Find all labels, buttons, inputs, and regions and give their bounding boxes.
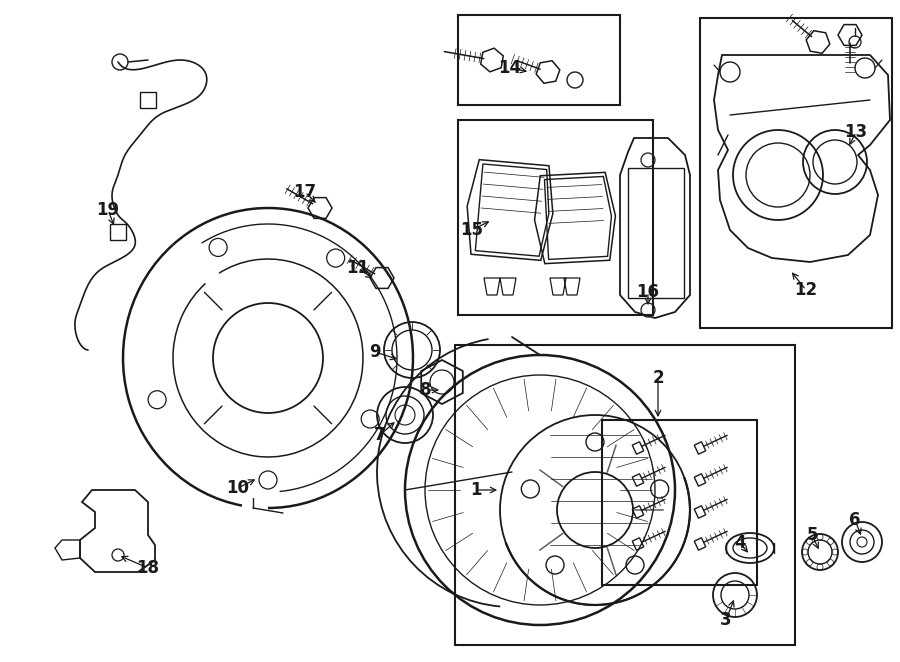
Text: 7: 7 — [374, 426, 386, 444]
Bar — [628, 168, 684, 298]
Bar — [110, 224, 126, 240]
Text: 11: 11 — [346, 259, 370, 277]
Bar — [602, 420, 757, 585]
Text: 16: 16 — [636, 283, 660, 301]
Text: 4: 4 — [734, 534, 746, 552]
Text: 19: 19 — [96, 201, 120, 219]
Text: 15: 15 — [461, 221, 483, 239]
Text: 1: 1 — [470, 481, 482, 499]
Bar — [458, 15, 620, 105]
Text: 17: 17 — [293, 183, 317, 201]
Text: 18: 18 — [137, 559, 159, 577]
Text: 2: 2 — [652, 369, 664, 387]
Text: 8: 8 — [420, 381, 432, 399]
Bar — [140, 92, 156, 108]
Text: 5: 5 — [806, 526, 818, 544]
Bar — [458, 120, 653, 315]
Text: 9: 9 — [369, 343, 381, 361]
Text: 6: 6 — [850, 511, 860, 529]
Bar — [455, 345, 795, 645]
Text: 10: 10 — [227, 479, 249, 497]
Text: 13: 13 — [844, 123, 868, 141]
Text: 3: 3 — [720, 611, 732, 629]
Text: 14: 14 — [499, 59, 522, 77]
Text: 12: 12 — [795, 281, 817, 299]
Bar — [700, 18, 892, 328]
